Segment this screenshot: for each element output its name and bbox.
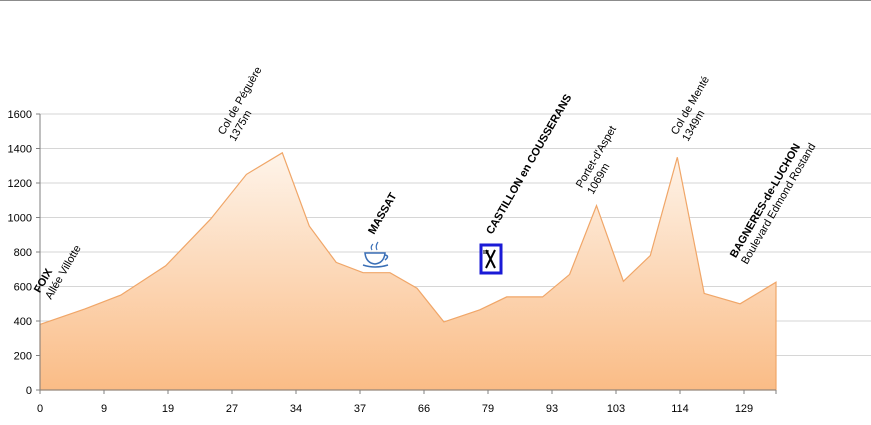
y-tick-label: 1200: [8, 178, 32, 190]
y-tick-label: 1400: [8, 144, 32, 156]
annotation-text: BAGNERES-de-LUCHON: [728, 142, 803, 260]
top-border-line: [0, 0, 871, 1]
x-tick-label: 9: [101, 403, 107, 415]
y-tick-label: 600: [14, 282, 32, 294]
y-tick-label: 200: [14, 351, 32, 363]
x-tick-label: 114: [671, 403, 689, 415]
annotation-text: MASSAT: [366, 191, 399, 237]
x-tick-label: 93: [546, 403, 558, 415]
coffee-cup-icon: [362, 241, 389, 268]
y-tick-label: 400: [14, 316, 32, 328]
elevation-area: [39, 151, 777, 391]
y-tick-label: 800: [14, 247, 32, 259]
waypoint-annotation: MASSAT: [366, 191, 399, 237]
x-tick-label: 37: [354, 403, 366, 415]
x-tick-label: 34: [290, 403, 302, 415]
tick-labels: 0 200 400 600 800 1000 1200 1400 1600 0 9 19 27 34 37 6…: [8, 109, 777, 415]
annotation-text: Boulevard Edmond Rostand: [739, 141, 818, 266]
y-tick-label: 1000: [8, 213, 32, 225]
fork-knife-icon: [479, 243, 503, 275]
x-tick-label: 103: [607, 403, 625, 415]
x-tick-label: 79: [482, 403, 494, 415]
y-tick-label: 0: [26, 385, 32, 397]
x-tick-label: 19: [162, 403, 174, 415]
x-tick-label: 27: [226, 403, 238, 415]
y-tick-label: 1600: [8, 109, 32, 121]
x-tick-label: 66: [418, 403, 430, 415]
x-tick-label: 0: [37, 403, 43, 415]
x-tick-label: 129: [735, 403, 753, 415]
